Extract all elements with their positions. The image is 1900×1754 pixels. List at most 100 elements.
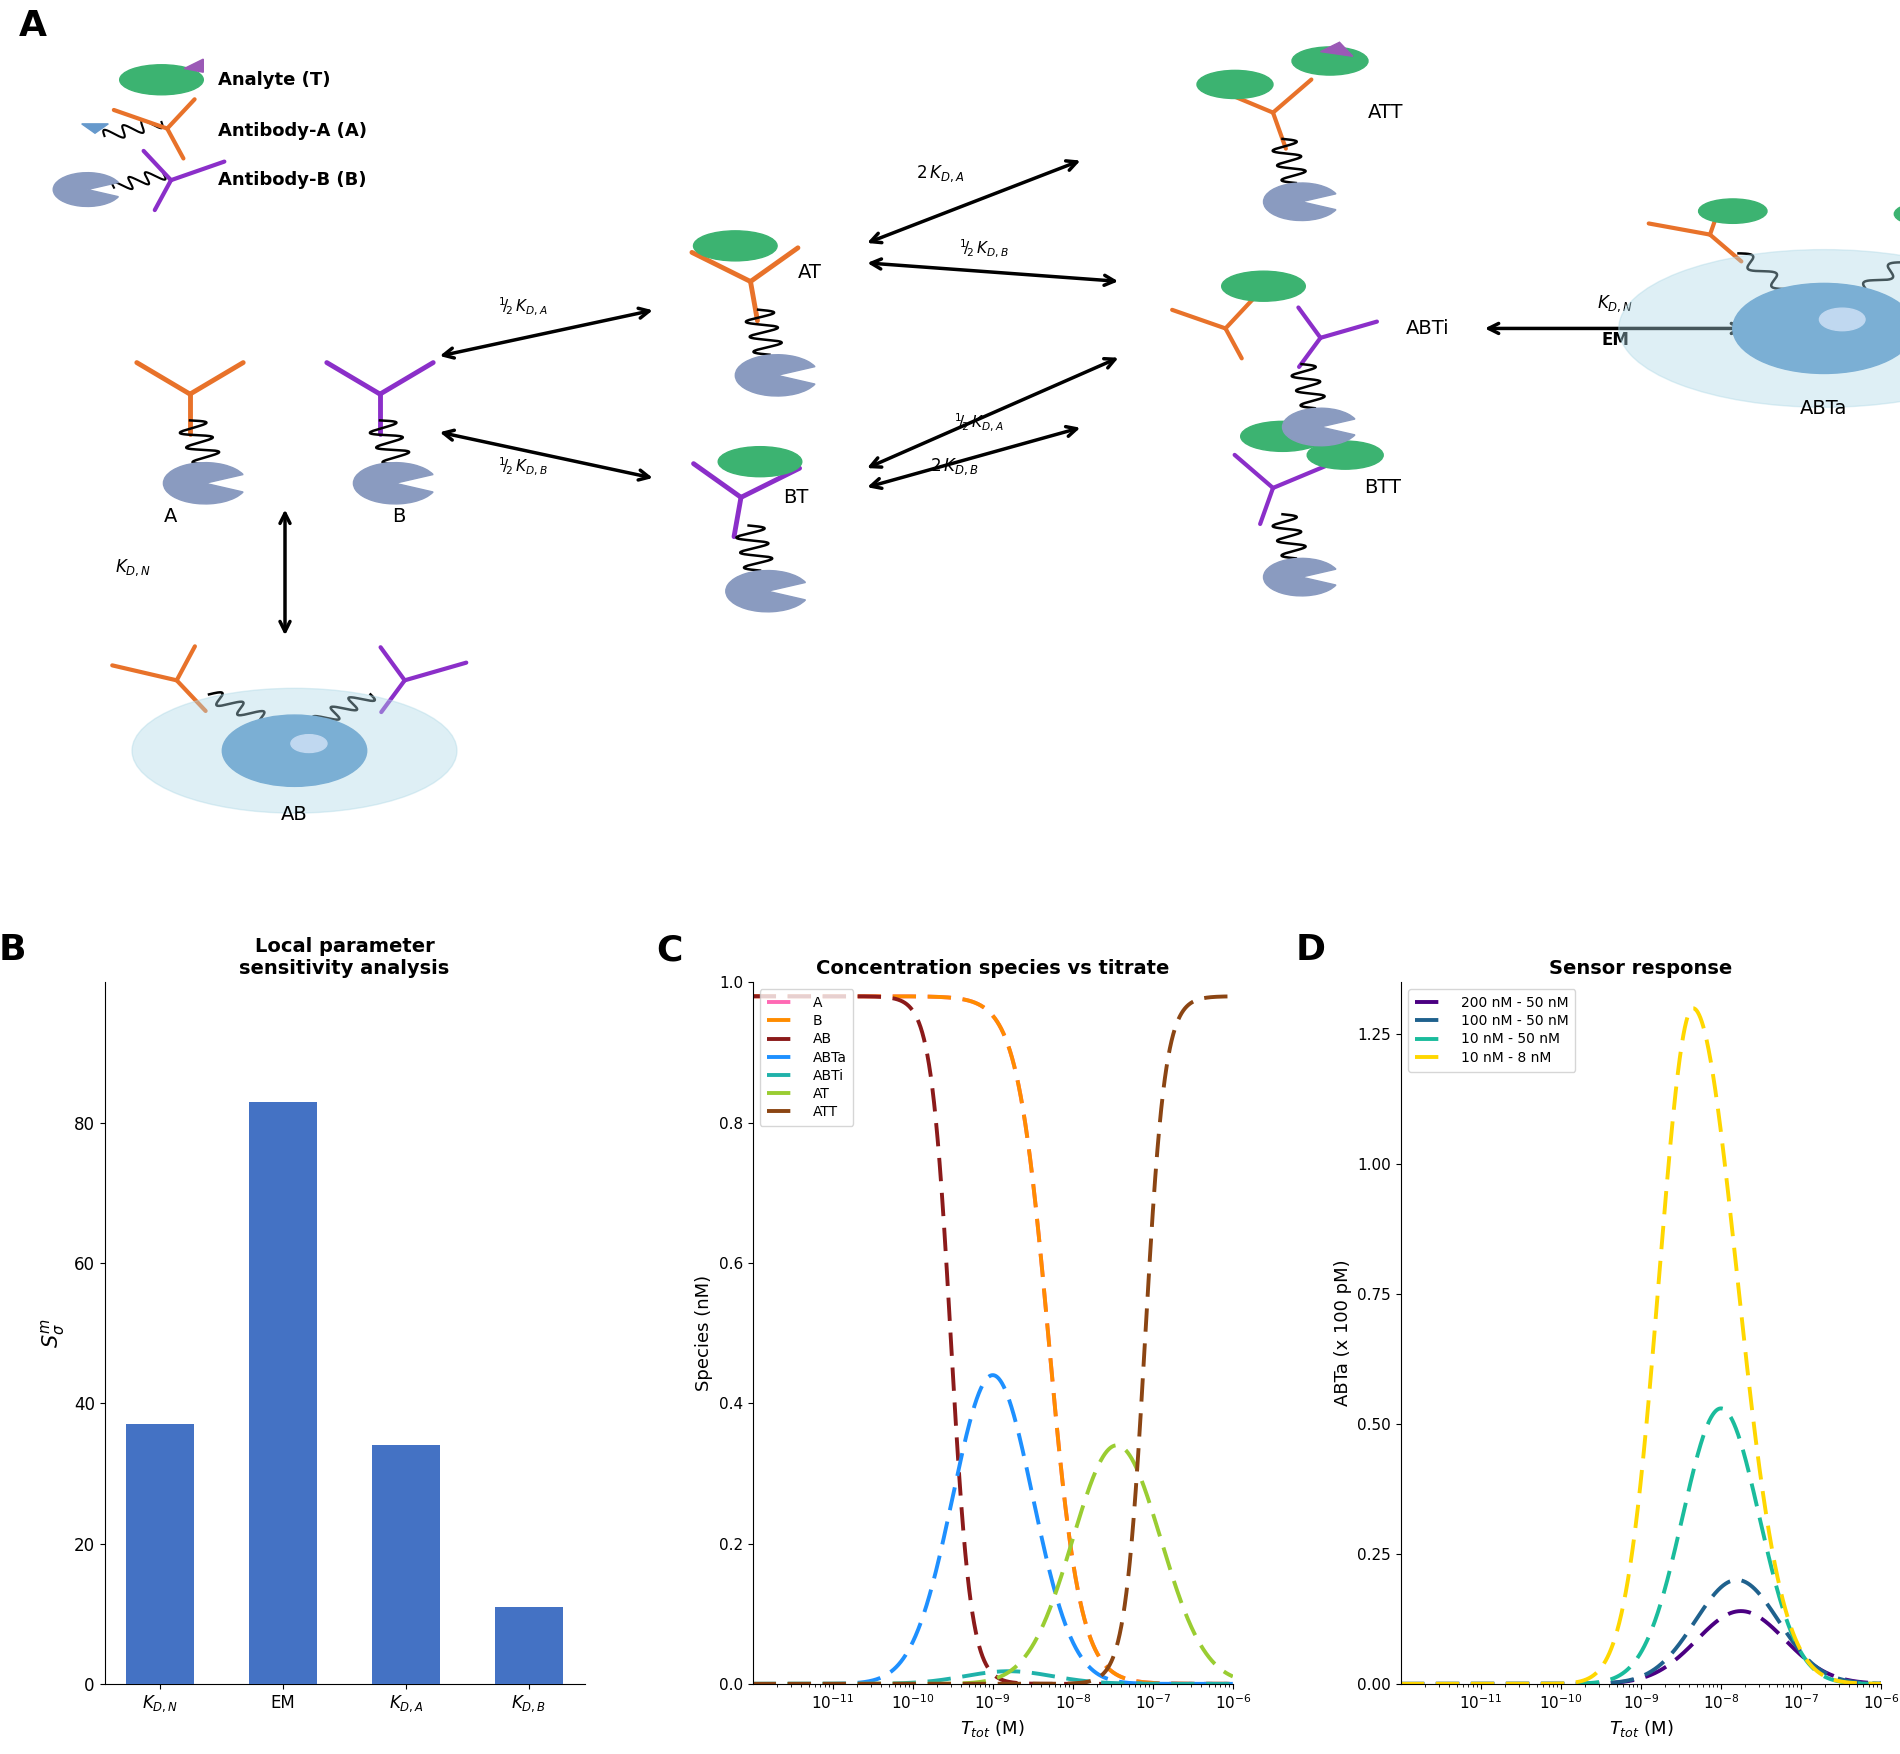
Ellipse shape xyxy=(694,232,777,261)
200 nM - 50 nM xyxy=(1623,1670,1645,1691)
Text: Antibody-B (B): Antibody-B (B) xyxy=(218,172,367,189)
ABTi xyxy=(961,1665,984,1686)
10 nM - 8 nM xyxy=(1682,998,1704,1019)
100 nM - 50 nM xyxy=(1609,1672,1632,1693)
Bar xyxy=(372,1445,441,1684)
200 nM - 50 nM xyxy=(1856,1672,1879,1693)
Ellipse shape xyxy=(133,688,456,814)
Y-axis label: Species (nM): Species (nM) xyxy=(695,1275,712,1391)
Title: Local parameter
sensitivity analysis: Local parameter sensitivity analysis xyxy=(239,937,450,979)
Wedge shape xyxy=(1282,409,1355,446)
Bar xyxy=(496,1607,562,1684)
200 nM - 50 nM xyxy=(1729,1601,1752,1622)
ABTa xyxy=(741,1673,764,1694)
Text: $^1\!/\!_2\,K_{D,A}$: $^1\!/\!_2\,K_{D,A}$ xyxy=(954,410,1003,433)
AT xyxy=(1208,1658,1231,1679)
Ellipse shape xyxy=(1292,47,1368,75)
Ellipse shape xyxy=(1197,70,1273,98)
ABTi xyxy=(1208,1673,1231,1694)
Text: $K_{D,N}$: $K_{D,N}$ xyxy=(114,558,152,579)
Bar xyxy=(125,1424,194,1684)
Polygon shape xyxy=(82,125,108,133)
A xyxy=(1208,1673,1231,1694)
Text: A: A xyxy=(19,9,48,44)
Text: ABTi: ABTi xyxy=(1406,319,1450,339)
Text: $K_{D,N}$: $K_{D,N}$ xyxy=(1596,293,1634,314)
A xyxy=(975,998,998,1019)
AB xyxy=(1208,1673,1231,1694)
A xyxy=(1119,1670,1142,1691)
ABTa xyxy=(1208,1673,1231,1694)
Text: ATT: ATT xyxy=(1368,103,1404,123)
Title: Concentration species vs titrate: Concentration species vs titrate xyxy=(817,959,1168,979)
10 nM - 50 nM xyxy=(1856,1673,1879,1694)
AT xyxy=(961,1672,984,1693)
Line: A: A xyxy=(752,996,1233,1684)
Line: 100 nM - 50 nM: 100 nM - 50 nM xyxy=(1400,1580,1881,1684)
Legend: A, B, AB, ABTa, ABTi, AT, ATT: A, B, AB, ABTa, ABTi, AT, ATT xyxy=(760,989,853,1126)
ATT xyxy=(975,1673,998,1694)
Polygon shape xyxy=(184,60,203,72)
A xyxy=(961,991,984,1012)
Text: $^1\!/\!_2\,K_{D,B}$: $^1\!/\!_2\,K_{D,B}$ xyxy=(498,454,547,477)
Ellipse shape xyxy=(120,65,203,95)
B xyxy=(1206,1673,1229,1694)
Polygon shape xyxy=(1320,42,1353,56)
Ellipse shape xyxy=(1619,249,1900,407)
ABTa xyxy=(1222,1673,1244,1694)
A xyxy=(741,986,764,1007)
Text: BTT: BTT xyxy=(1364,479,1400,498)
B xyxy=(975,998,998,1019)
10 nM - 50 nM xyxy=(1414,1673,1436,1694)
100 nM - 50 nM xyxy=(1870,1673,1892,1694)
ABTi xyxy=(998,1661,1020,1682)
10 nM - 8 nM xyxy=(1389,1673,1412,1694)
AT xyxy=(741,1673,764,1694)
AB xyxy=(1222,1673,1244,1694)
Line: B: B xyxy=(752,996,1233,1684)
Ellipse shape xyxy=(718,447,802,477)
ATT xyxy=(961,1673,984,1694)
Line: AB: AB xyxy=(752,996,1233,1684)
ATT xyxy=(1119,1542,1142,1563)
Wedge shape xyxy=(163,463,243,503)
Legend: 200 nM - 50 nM, 100 nM - 50 nM, 10 nM - 50 nM, 10 nM - 8 nM: 200 nM - 50 nM, 100 nM - 50 nM, 10 nM - … xyxy=(1408,989,1575,1072)
Wedge shape xyxy=(726,570,806,612)
Wedge shape xyxy=(1264,558,1336,596)
Text: ABTa: ABTa xyxy=(1801,398,1847,417)
Text: EM: EM xyxy=(1602,332,1628,349)
Ellipse shape xyxy=(1222,272,1305,302)
Text: BT: BT xyxy=(783,488,808,507)
ABTa xyxy=(1119,1673,1142,1694)
ATT xyxy=(766,1673,788,1694)
Y-axis label: ABTa (x 100 pM): ABTa (x 100 pM) xyxy=(1334,1259,1351,1407)
Line: ABTa: ABTa xyxy=(752,1375,1233,1684)
100 nM - 50 nM xyxy=(1856,1673,1879,1694)
A xyxy=(766,986,788,1007)
ABTi xyxy=(766,1673,788,1694)
B xyxy=(1208,1673,1231,1694)
Line: 200 nM - 50 nM: 200 nM - 50 nM xyxy=(1400,1612,1881,1684)
Circle shape xyxy=(222,716,367,786)
10 nM - 50 nM xyxy=(1710,1398,1733,1419)
Line: ABTi: ABTi xyxy=(752,1672,1233,1684)
AT xyxy=(1119,1447,1142,1468)
10 nM - 50 nM xyxy=(1767,1586,1790,1607)
Line: AT: AT xyxy=(752,1445,1233,1684)
10 nM - 8 nM xyxy=(1414,1673,1436,1694)
ATT xyxy=(1208,986,1231,1007)
Wedge shape xyxy=(1264,182,1336,221)
B xyxy=(1222,1673,1244,1694)
ABTa xyxy=(1208,1673,1231,1694)
Text: $2\,K_{D,B}$: $2\,K_{D,B}$ xyxy=(929,456,979,477)
AB xyxy=(961,1608,984,1629)
10 nM - 8 nM xyxy=(1623,1526,1645,1547)
100 nM - 50 nM xyxy=(1414,1673,1436,1694)
X-axis label: $T_{tot}$ (M): $T_{tot}$ (M) xyxy=(1609,1717,1674,1738)
B xyxy=(1119,1670,1142,1691)
AT xyxy=(1222,1666,1244,1687)
ABTi xyxy=(741,1673,764,1694)
Y-axis label: $S_\sigma^m$: $S_\sigma^m$ xyxy=(38,1317,66,1349)
Wedge shape xyxy=(735,354,815,396)
Wedge shape xyxy=(353,463,433,503)
